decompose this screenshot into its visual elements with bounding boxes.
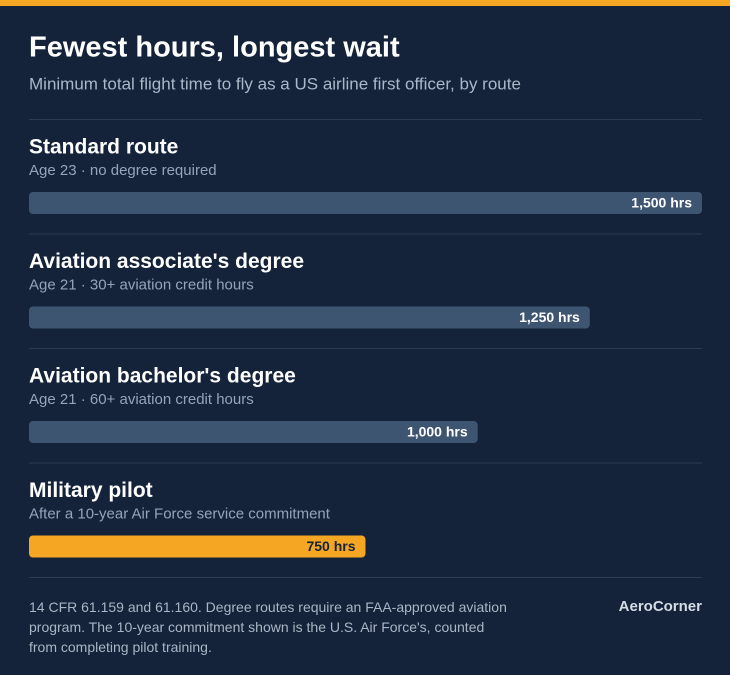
bar	[29, 421, 478, 443]
route-name: Standard route	[29, 136, 178, 159]
route-detail: Age 21 · 60+ aviation credit hours	[29, 391, 254, 408]
chart-title: Fewest hours, longest wait	[29, 32, 400, 64]
route-detail: After a 10-year Air Force service commit…	[29, 505, 331, 522]
chart-subtitle: Minimum total flight time to fly as a US…	[29, 74, 521, 93]
value-label: 1,000 hrs	[407, 424, 468, 440]
route-detail: Age 21 · 30+ aviation credit hours	[29, 276, 254, 293]
value-label: 750 hrs	[306, 538, 355, 554]
value-label: 1,250 hrs	[519, 309, 580, 325]
footnote: 14 CFR 61.159 and 61.160. Degree routes …	[29, 599, 507, 655]
bar	[29, 192, 702, 214]
top-stripe	[0, 0, 730, 6]
bar	[29, 306, 590, 329]
bar	[29, 535, 366, 558]
route-name: Aviation bachelor's degree	[29, 365, 296, 388]
route-name: Military pilot	[29, 479, 153, 502]
value-label: 1,500 hrs	[631, 195, 692, 211]
route-detail: Age 23 · no degree required	[29, 162, 217, 179]
brand: AeroCorner	[619, 598, 703, 615]
route-name: Aviation associate's degree	[29, 250, 304, 273]
